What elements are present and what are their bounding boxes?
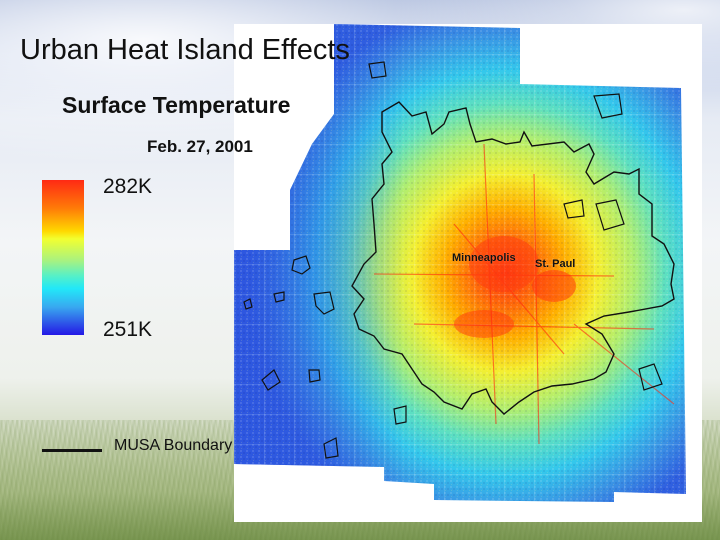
colorbar-max-label: 282K <box>103 175 153 198</box>
slide-date: Feb. 27, 2001 <box>147 137 253 156</box>
surface-temperature-map: Minneapolis St. Paul <box>234 24 702 522</box>
colorbar-min-label: 251K <box>103 318 153 341</box>
heat-map-graphic <box>234 24 686 502</box>
temperature-colorbar <box>42 180 84 335</box>
musa-boundary-legend-line <box>42 449 102 452</box>
city-label-minneapolis: Minneapolis <box>452 252 516 264</box>
musa-boundary-legend-label: MUSA Boundary <box>114 437 233 454</box>
slide-title: Urban Heat Island Effects <box>20 34 350 66</box>
slide-subtitle: Surface Temperature <box>62 92 291 118</box>
musa-boundary <box>351 101 675 415</box>
city-label-st-paul: St. Paul <box>535 258 576 270</box>
